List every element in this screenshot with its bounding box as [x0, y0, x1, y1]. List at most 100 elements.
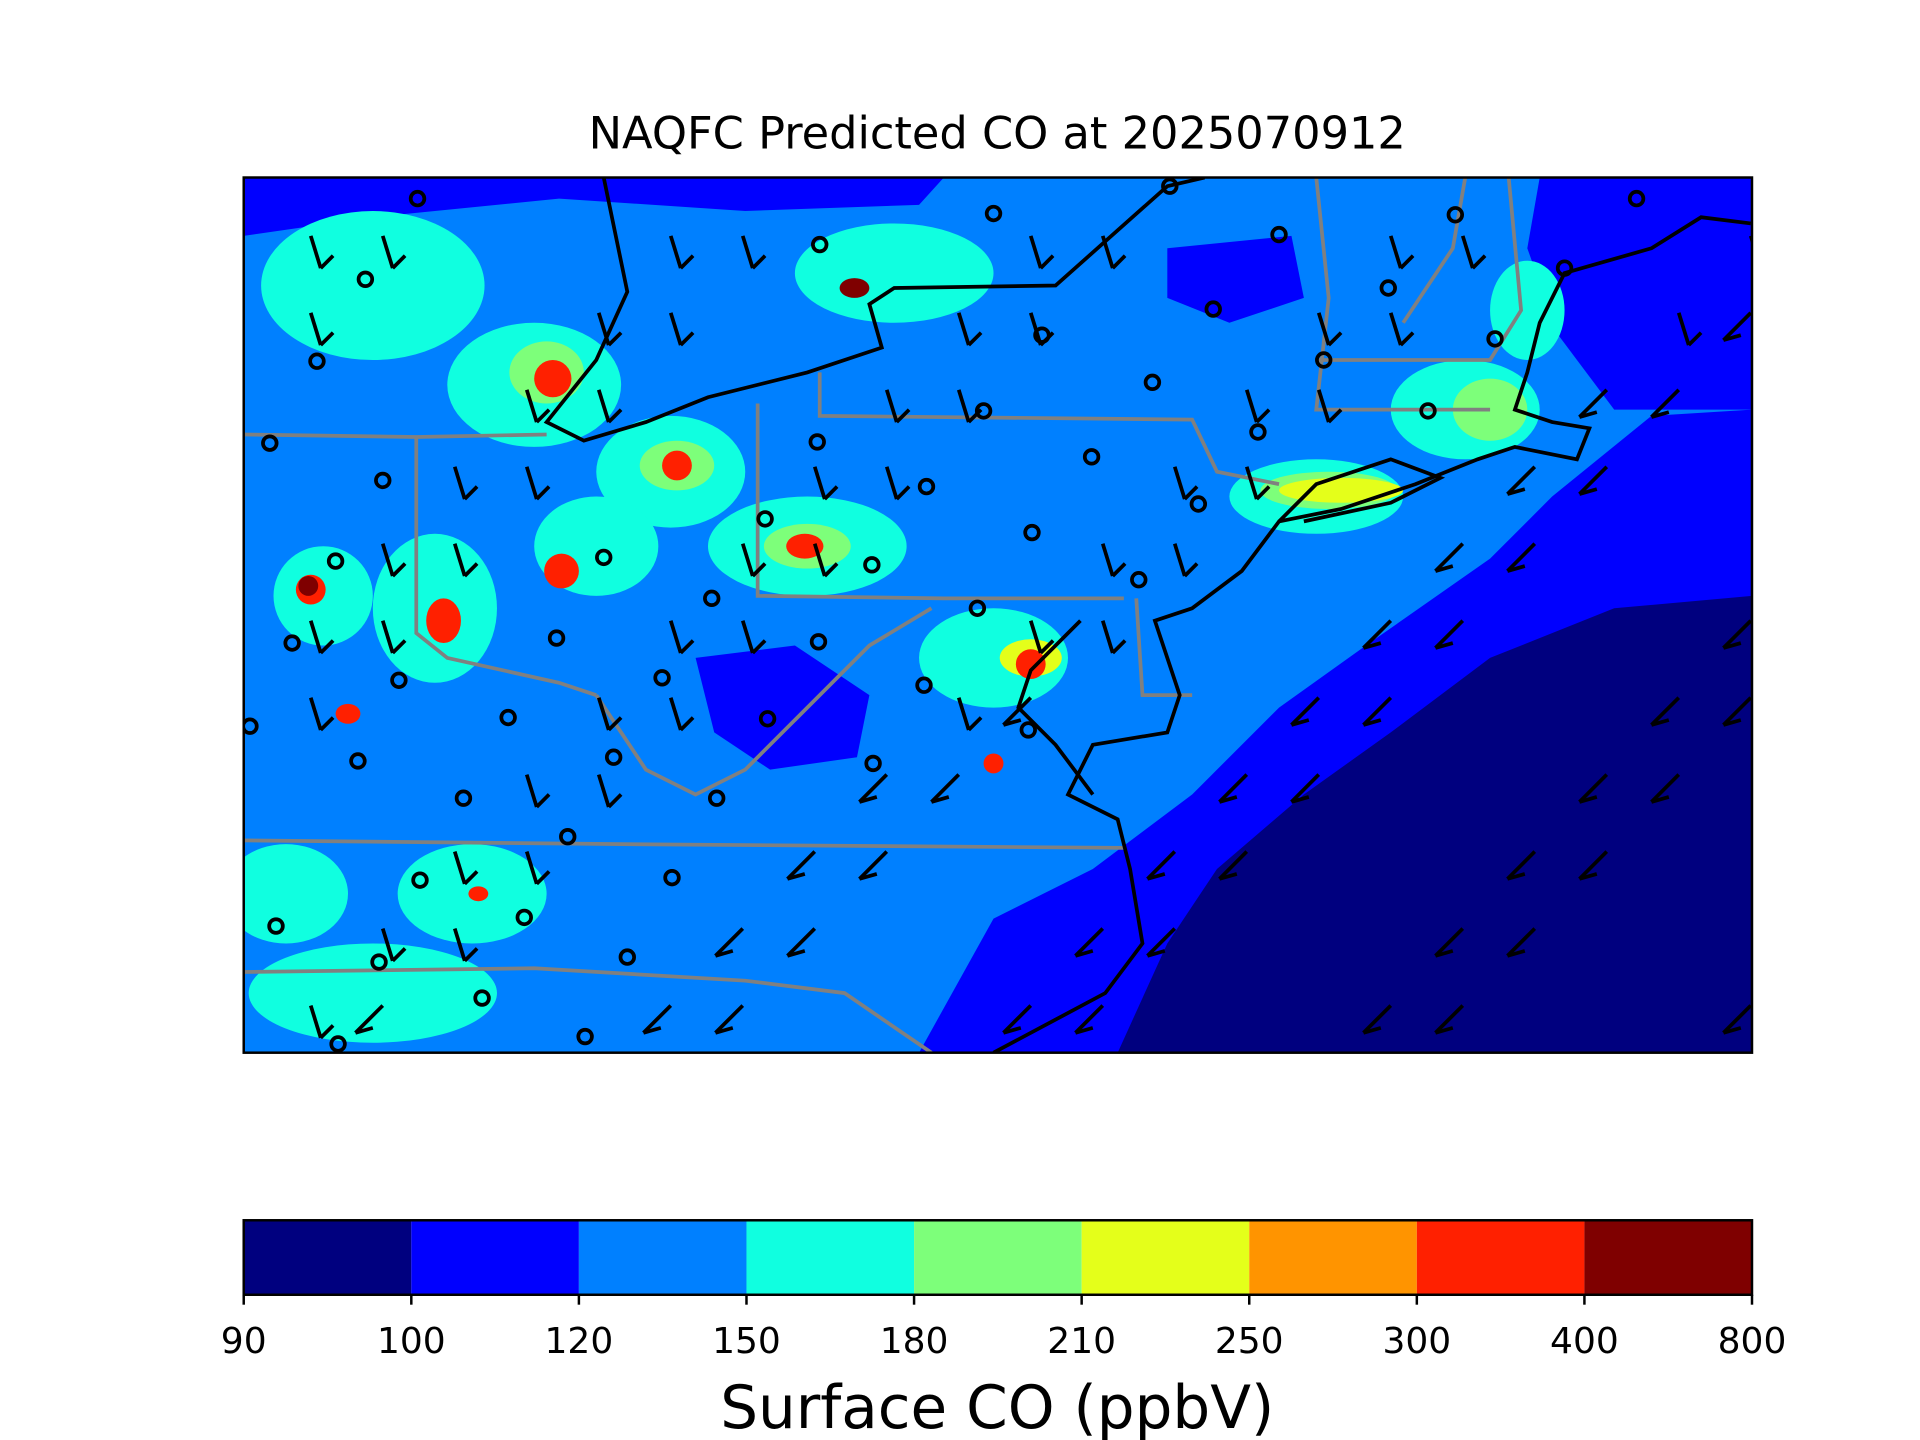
station	[374, 471, 392, 490]
wind-barb	[1074, 927, 1105, 958]
station	[326, 552, 345, 570]
wind-barb	[1002, 1026, 1022, 1035]
wind-barb	[1362, 1026, 1382, 1035]
wind-barb	[1460, 235, 1475, 269]
wind-barb	[858, 850, 889, 881]
wind-barb	[308, 312, 323, 346]
wind-barb	[1362, 619, 1393, 650]
co-region	[695, 645, 870, 770]
colorbar-tick-label: 400	[1550, 1321, 1619, 1362]
wind-barb	[1434, 564, 1454, 573]
station	[1315, 351, 1333, 369]
colorbar-tick-label: 800	[1718, 1321, 1787, 1362]
wind-barb	[1722, 641, 1742, 650]
co-patch	[468, 886, 489, 902]
co-region	[1117, 595, 1753, 1053]
wind-barb	[930, 773, 961, 804]
wind-barb	[1722, 1004, 1753, 1035]
wind-barb	[1578, 872, 1598, 881]
state-border	[243, 432, 547, 439]
wind-barb	[1002, 696, 1033, 727]
wind-barb	[1172, 543, 1187, 577]
wind-barb	[319, 331, 335, 347]
wind-barb	[1028, 235, 1043, 269]
colorbar: 90 100 120 150 180 210 250 300 400 800	[221, 1219, 1787, 1362]
wind-barb	[668, 235, 683, 269]
wind-barb	[354, 1004, 385, 1035]
wind-barb	[1002, 1004, 1033, 1035]
co-region	[1167, 235, 1304, 323]
wind-barb	[1434, 641, 1454, 650]
wind-barb	[1434, 1026, 1454, 1035]
wind-barb	[823, 562, 839, 578]
station	[243, 717, 259, 735]
wind-barb	[1327, 408, 1343, 424]
station	[1130, 571, 1148, 589]
wind-barb	[524, 466, 539, 500]
wind-barb	[391, 639, 407, 655]
wind-barb	[1434, 542, 1465, 573]
wind-barb	[1316, 389, 1331, 423]
wind-barb	[319, 254, 335, 270]
wind-barb	[714, 949, 734, 958]
wind-barb	[895, 408, 911, 424]
wind-barb	[463, 562, 479, 578]
station	[261, 434, 279, 452]
wind-barb	[884, 389, 899, 423]
wind-barb	[740, 543, 755, 577]
station	[604, 748, 623, 766]
wind-barb	[1218, 850, 1249, 881]
co-patch	[1490, 260, 1565, 360]
station	[1486, 330, 1504, 348]
station	[454, 789, 473, 807]
wind-barb	[751, 254, 767, 270]
wind-barb	[812, 466, 827, 500]
wind-barb	[380, 543, 395, 577]
station	[618, 948, 637, 966]
station	[1023, 523, 1041, 542]
wind-barb	[1111, 254, 1127, 270]
wind-barb	[1218, 872, 1238, 881]
station	[758, 710, 777, 728]
station	[1446, 206, 1464, 224]
station	[1204, 300, 1222, 318]
station	[974, 402, 993, 420]
station	[1189, 495, 1208, 513]
wind-barb	[1039, 639, 1055, 655]
wind-barb	[1434, 949, 1454, 958]
wind-barb	[751, 562, 767, 578]
colorbar-label: Surface CO (ppbV)	[720, 1374, 1274, 1440]
wind-barb	[956, 697, 971, 731]
wind-barb	[1388, 312, 1403, 346]
station	[408, 189, 427, 208]
station	[390, 671, 408, 689]
wind-barb	[1722, 1026, 1742, 1035]
map	[243, 177, 1753, 1053]
wind-barb	[607, 793, 623, 809]
wind-barb	[524, 389, 539, 423]
wind-barb	[535, 485, 551, 501]
map-title: NAQFC Predicted CO at 2025070912	[589, 108, 1406, 160]
wind-barb	[607, 716, 623, 732]
wind-barb	[1362, 696, 1393, 727]
station	[576, 1027, 594, 1046]
station	[499, 708, 517, 727]
station	[1627, 189, 1646, 208]
colorbar-tick-label: 180	[880, 1321, 949, 1362]
wind-barb	[668, 620, 683, 654]
co-patch	[794, 223, 994, 323]
station	[984, 204, 1003, 223]
coastline	[543, 177, 1205, 443]
station	[917, 477, 936, 496]
wind-barb	[1578, 773, 1609, 804]
wind-barb	[1471, 254, 1487, 270]
wind-barb	[1650, 696, 1681, 727]
wind-barb	[452, 466, 467, 500]
state-border	[243, 838, 1124, 850]
wind-barb	[1650, 410, 1670, 419]
wind-barb	[1100, 620, 1115, 654]
wind-barb	[786, 949, 806, 958]
wind-barb	[1722, 311, 1753, 342]
wind-barb	[895, 485, 911, 501]
